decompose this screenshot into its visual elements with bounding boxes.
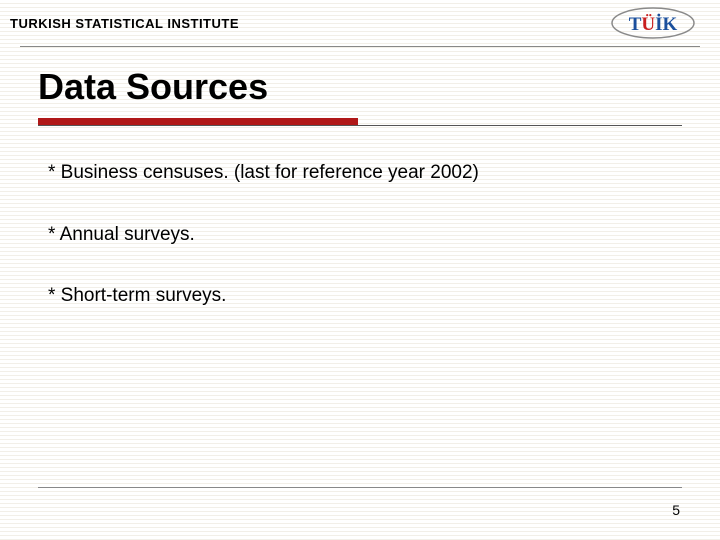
bullet-item: * Business censuses. (last for reference… [48,160,672,186]
title-underline-thin [38,125,682,126]
body: * Business censuses. (last for reference… [48,160,672,345]
header-divider [20,46,700,47]
svg-text:TÜİK: TÜİK [629,14,678,35]
header: TURKISH STATISTICAL INSTITUTE TÜİK [0,0,720,46]
bullet-item: * Annual surveys. [48,222,672,248]
page-number: 5 [672,502,680,518]
slide-title: Data Sources [38,66,268,108]
footer-line [38,487,682,488]
logo: TÜİK [610,5,696,41]
organization-name: TURKISH STATISTICAL INSTITUTE [10,16,239,31]
tuik-logo-icon: TÜİK [610,5,696,41]
bullet-item: * Short-term surveys. [48,283,672,309]
slide: TURKISH STATISTICAL INSTITUTE TÜİK Data … [0,0,720,540]
title-underline [38,118,682,128]
